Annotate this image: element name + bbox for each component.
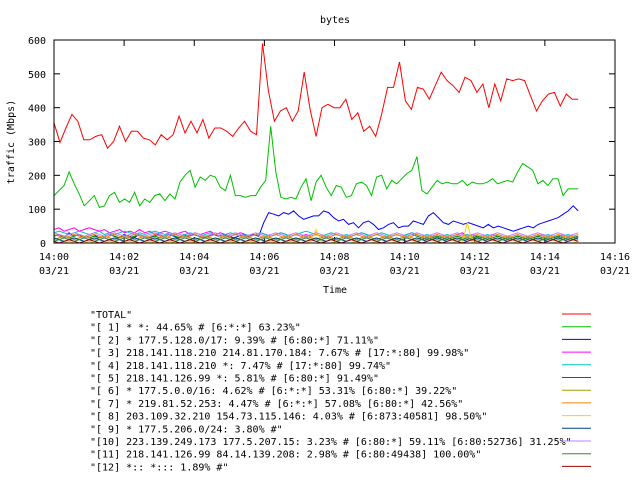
y-tick-label: 100 xyxy=(28,205,46,216)
legend-label: "[ 6] * 177.5.0.0/16: 4.62% # [6:*:*] 53… xyxy=(90,386,457,397)
legend-label: "[10] 223.139.249.173 177.5.207.15: 3.23… xyxy=(90,437,572,448)
x-tick-time-label: 14:06 xyxy=(249,252,279,263)
x-tick-time-label: 14:10 xyxy=(390,252,420,263)
plot-frame xyxy=(53,39,616,244)
x-tick-date-label: 03/21 xyxy=(390,266,420,277)
series-line-6 xyxy=(53,235,579,241)
x-axis-label: Time xyxy=(323,285,347,296)
legend-label: "[ 7] * 219.81.52.253: 4.47% # [6:*:*] 5… xyxy=(90,399,463,410)
chart-title: bytes xyxy=(320,15,350,26)
y-tick-label: 500 xyxy=(28,70,46,81)
legend: "TOTAL" "[ 1] * *: 44.65% # [6:*:*] 63.23… xyxy=(90,310,591,473)
y-tick-label: 600 xyxy=(28,36,46,47)
y-tick-label: 0 xyxy=(40,239,46,250)
x-tick-time-label: 14:14 xyxy=(530,252,560,263)
series-line-1 xyxy=(53,126,579,209)
legend-label: "[ 5] 218.141.126.99 *: 5.81% # [6:80:*]… xyxy=(90,374,379,385)
x-tick-date-label: 03/21 xyxy=(109,266,139,277)
x-tick-date-label: 03/21 xyxy=(179,266,209,277)
x-tick-date-label: 03/21 xyxy=(460,266,490,277)
y-tick-label: 300 xyxy=(28,138,46,149)
x-tick-time-label: 14:08 xyxy=(319,252,349,263)
x-tick-date-label: 03/21 xyxy=(600,266,630,277)
legend-label: "[11] 218.141.126.99 84.14.139.208: 2.98… xyxy=(90,450,481,461)
x-tick-date-label: 03/21 xyxy=(39,266,69,277)
x-tick-time-label: 14:02 xyxy=(109,252,139,263)
y-tick-label: 200 xyxy=(28,171,46,182)
series-line-12 xyxy=(53,239,579,244)
axis-ticks: 0 100 200 300 400 500 600 14:00 03/21 14:02 03/21 1… xyxy=(28,36,630,277)
y-tick-label: 400 xyxy=(28,104,46,115)
y-axis-label: traffic (Mbps) xyxy=(6,100,17,184)
legend-label: "[ 2] * 177.5.128.0/17: 9.39% # [6:80:*]… xyxy=(90,335,379,346)
legend-label: "[ 1] * *: 44.65% # [6:*:*] 63.23%" xyxy=(90,323,301,334)
legend-label: "[ 8] 203.109.32.210 154.73.115.146: 4.0… xyxy=(90,412,487,423)
legend-label: "[ 4] 218.141.118.210 *: 7.47% # [17:*:8… xyxy=(90,361,391,372)
x-tick-date-label: 03/21 xyxy=(249,266,279,277)
series-line-7 xyxy=(53,233,579,239)
series-lines xyxy=(53,43,579,244)
legend-label: "[ 3] 218.141.118.210 214.81.170.184: 7.… xyxy=(90,348,469,359)
x-tick-date-label: 03/21 xyxy=(530,266,560,277)
series-line-0 xyxy=(53,43,579,150)
x-tick-time-label: 14:04 xyxy=(179,252,209,263)
legend-label: "[12] *:: *::: 1.89% #" xyxy=(90,462,228,473)
legend-label: "TOTAL" xyxy=(90,310,132,321)
x-tick-date-label: 03/21 xyxy=(319,266,349,277)
legend-label: "[ 9] * 177.5.206.0/24: 3.80% #" xyxy=(90,424,283,435)
x-tick-time-label: 14:00 xyxy=(39,252,69,263)
x-tick-time-label: 14:16 xyxy=(600,252,630,263)
series-line-10 xyxy=(53,232,579,237)
x-tick-time-label: 14:12 xyxy=(460,252,490,263)
